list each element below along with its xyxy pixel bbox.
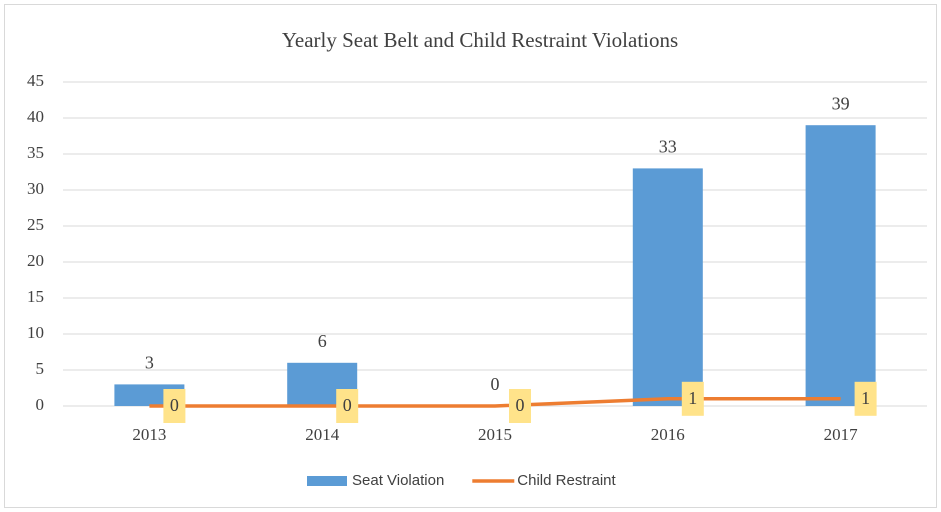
- y-tick-label: 10: [27, 323, 44, 342]
- line: [149, 397, 841, 408]
- x-tick-label: 2017: [824, 425, 859, 444]
- x-tick-label: 2013: [132, 425, 166, 444]
- data-label-box: [854, 381, 877, 416]
- y-tick-label: 40: [27, 107, 44, 126]
- data-label: 6: [318, 331, 327, 351]
- y-tick-label: 15: [27, 287, 44, 306]
- bar: [805, 125, 876, 406]
- data-label: 1: [861, 388, 870, 408]
- x-tick-label: 2016: [651, 425, 685, 444]
- data-label-box: [336, 389, 359, 423]
- bar: [632, 168, 703, 406]
- data-label: 0: [491, 374, 500, 394]
- legend-swatch: [307, 476, 347, 486]
- data-label-box: [681, 381, 704, 416]
- y-tick-label: 35: [27, 143, 44, 162]
- legend-label: Seat Violation: [352, 472, 444, 489]
- data-label: 1: [688, 388, 697, 408]
- y-tick-label: 0: [36, 395, 45, 414]
- data-label: 0: [343, 395, 352, 415]
- legend-label: Child Restraint: [517, 472, 616, 489]
- data-label-box: [163, 389, 186, 423]
- chart-frame: [4, 4, 937, 508]
- data-label-box: [509, 389, 531, 423]
- y-tick-label: 30: [27, 179, 44, 198]
- x-tick-label: 2014: [305, 425, 340, 444]
- data-label: 39: [832, 93, 850, 113]
- data-label: 0: [170, 395, 179, 415]
- y-tick-label: 5: [36, 359, 45, 378]
- y-tick-label: 25: [27, 215, 44, 234]
- data-label: 3: [145, 353, 154, 373]
- x-tick-label: 2015: [478, 425, 512, 444]
- y-tick-label: 45: [27, 71, 44, 90]
- data-label: 33: [659, 137, 677, 157]
- y-tick-label: 20: [27, 251, 44, 270]
- chart-title: Yearly Seat Belt and Child Restraint Vio…: [282, 28, 678, 52]
- data-label: 0: [516, 395, 525, 415]
